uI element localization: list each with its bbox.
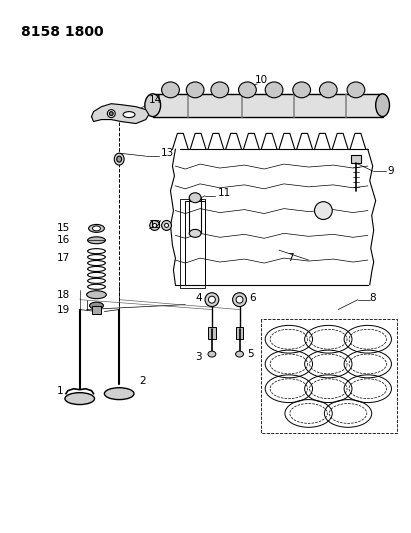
Ellipse shape (319, 82, 337, 98)
Ellipse shape (293, 82, 311, 98)
Ellipse shape (186, 82, 204, 98)
Ellipse shape (208, 351, 216, 357)
Text: 9: 9 (388, 166, 394, 176)
Text: 18: 18 (57, 290, 70, 300)
Ellipse shape (189, 193, 201, 203)
Ellipse shape (238, 82, 256, 98)
Bar (185, 201, 205, 285)
Ellipse shape (162, 221, 171, 230)
Ellipse shape (162, 82, 179, 98)
Bar (180, 199, 205, 288)
Polygon shape (92, 104, 149, 124)
Text: 11: 11 (218, 188, 231, 198)
Ellipse shape (211, 82, 229, 98)
Ellipse shape (189, 229, 201, 237)
Text: 17: 17 (57, 253, 70, 263)
Ellipse shape (376, 94, 390, 117)
Ellipse shape (208, 296, 215, 303)
Ellipse shape (107, 110, 115, 118)
Ellipse shape (88, 237, 105, 244)
Ellipse shape (89, 224, 104, 232)
Ellipse shape (314, 201, 332, 220)
Text: 2: 2 (139, 376, 145, 386)
Ellipse shape (145, 94, 161, 117)
Text: 7: 7 (287, 253, 293, 263)
Text: 14: 14 (149, 95, 162, 105)
Text: 10: 10 (254, 75, 268, 85)
Text: 15: 15 (57, 223, 70, 233)
Ellipse shape (65, 393, 95, 405)
Ellipse shape (87, 290, 106, 298)
Text: 6: 6 (249, 293, 256, 303)
Ellipse shape (92, 226, 100, 231)
Bar (92, 305, 102, 313)
Text: 13: 13 (161, 148, 174, 158)
Text: 19: 19 (57, 304, 70, 314)
Ellipse shape (104, 387, 134, 400)
Text: 16: 16 (57, 235, 70, 245)
Bar (236, 327, 243, 339)
Ellipse shape (236, 351, 243, 357)
Ellipse shape (117, 156, 122, 162)
Ellipse shape (150, 221, 159, 230)
Text: 3: 3 (195, 352, 202, 362)
Text: 8: 8 (370, 293, 376, 303)
Text: 8158 1800: 8158 1800 (21, 25, 103, 38)
Ellipse shape (153, 223, 157, 228)
Ellipse shape (265, 82, 283, 98)
Ellipse shape (109, 111, 113, 116)
Text: 5: 5 (247, 349, 254, 359)
Ellipse shape (114, 153, 124, 165)
Bar (351, 155, 361, 163)
Text: 4: 4 (195, 293, 202, 303)
Text: 12: 12 (149, 221, 162, 230)
Ellipse shape (90, 302, 104, 309)
Ellipse shape (123, 111, 135, 118)
Ellipse shape (347, 82, 365, 98)
Text: 1: 1 (57, 386, 64, 395)
Ellipse shape (164, 223, 169, 228)
Ellipse shape (236, 296, 243, 303)
Ellipse shape (233, 293, 247, 306)
Bar (208, 327, 216, 339)
Ellipse shape (205, 293, 219, 306)
